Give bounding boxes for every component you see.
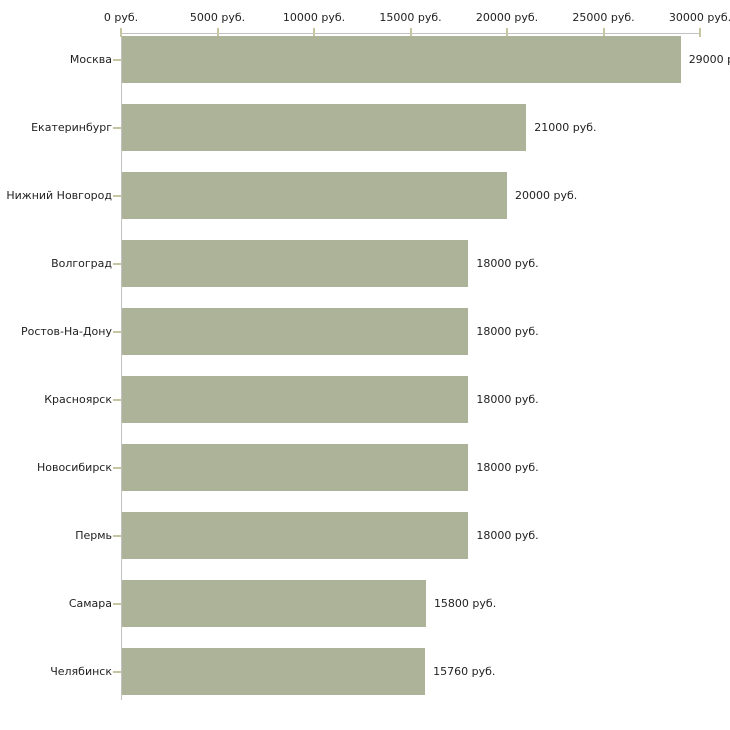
category-label: Ростов-На-Дону: [20, 324, 112, 338]
category-label: Челябинск: [50, 664, 112, 678]
y-tick-mark: [113, 126, 121, 129]
y-tick-mark: [113, 534, 121, 537]
x-tick-mark: [506, 28, 508, 37]
x-tick-label: 20000 руб.: [475, 11, 539, 24]
x-tick-label: 0 руб.: [103, 11, 139, 24]
y-tick-mark: [113, 602, 121, 605]
bar: [122, 172, 507, 219]
value-label: 21000 руб.: [534, 120, 597, 134]
category-label: Екатеринбург: [31, 120, 112, 134]
bar: [122, 512, 469, 559]
value-label: 15800 руб.: [433, 596, 497, 610]
y-tick-mark: [113, 330, 121, 333]
category-label: Пермь: [75, 528, 112, 542]
category-label: Нижний Новгород: [6, 188, 112, 202]
x-tick-mark: [216, 28, 219, 37]
y-tick-mark: [113, 194, 121, 197]
category-label: Самара: [68, 596, 112, 610]
y-tick-mark: [113, 670, 121, 673]
x-tick-mark: [699, 28, 701, 37]
x-tick-label: 30000 руб.: [668, 11, 730, 24]
bar: [122, 308, 469, 355]
x-tick-label: 25000 руб.: [572, 11, 635, 24]
y-tick-mark: [113, 398, 121, 401]
value-label: 18000 руб.: [476, 392, 539, 406]
category-label: Красноярск: [44, 392, 112, 406]
category-label: Москва: [69, 52, 112, 66]
y-axis-line: [121, 33, 122, 700]
x-tick-label: 5000 руб.: [189, 11, 246, 24]
category-label: Волгоград: [51, 256, 112, 270]
value-label: 18000 руб.: [476, 256, 539, 270]
x-tick-label: 15000 руб.: [379, 11, 442, 24]
y-tick-mark: [113, 58, 121, 61]
y-tick-mark: [113, 262, 121, 265]
x-tick-mark: [602, 28, 605, 37]
bar: [122, 580, 426, 627]
value-label: 18000 руб.: [476, 460, 539, 474]
x-tick-mark: [313, 28, 315, 37]
x-tick-mark: [409, 28, 412, 37]
bar: [122, 104, 527, 151]
x-tick-label: 10000 руб.: [282, 11, 346, 24]
bar: [122, 444, 469, 491]
bar: [122, 376, 469, 423]
value-label: 29000 руб.: [688, 52, 730, 66]
value-label: 18000 руб.: [476, 324, 539, 338]
bar: [122, 648, 426, 695]
bar: [122, 240, 469, 287]
x-tick-mark: [120, 28, 122, 37]
category-label: Новосибирск: [36, 460, 112, 474]
value-label: 20000 руб.: [515, 188, 578, 202]
bar: [122, 36, 681, 83]
value-label: 15760 руб.: [433, 664, 496, 678]
y-tick-mark: [113, 466, 121, 469]
value-label: 18000 руб.: [476, 528, 539, 542]
